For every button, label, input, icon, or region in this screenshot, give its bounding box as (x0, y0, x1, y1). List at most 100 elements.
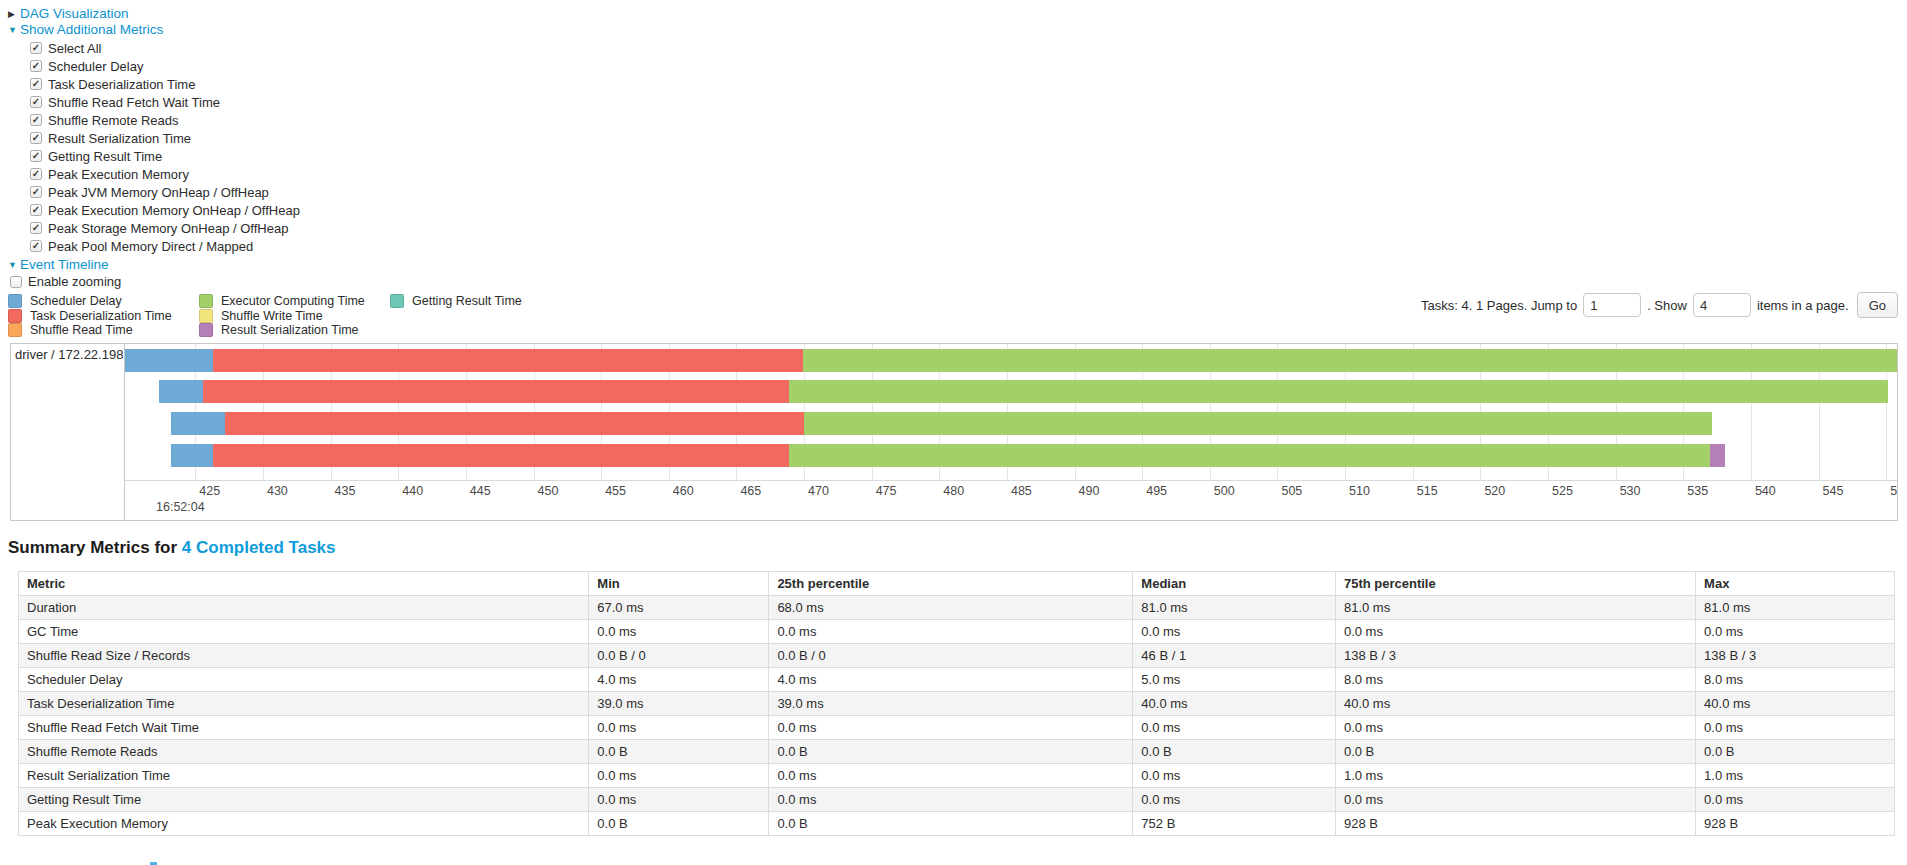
metric-option-label: Peak Execution Memory (48, 167, 189, 182)
axis-tick-label: 515 (1417, 484, 1438, 498)
column-header-median: Median (1133, 572, 1336, 596)
shuffle_write-legend-swatch (199, 309, 213, 323)
show-additional-metrics-link[interactable]: Show Additional Metrics (20, 22, 163, 37)
metric-option-label: Select All (48, 41, 101, 56)
metric-checkbox[interactable] (30, 150, 42, 162)
metric-checkbox[interactable] (30, 222, 42, 234)
metric-value-cell: 0.0 ms (589, 788, 769, 812)
metric-checkbox[interactable] (30, 186, 42, 198)
spark-stage-page: ▶ DAG Visualization ▼ Show Additional Me… (0, 0, 1907, 865)
metric-checkbox[interactable] (30, 114, 42, 126)
scheduler_delay-segment (171, 444, 213, 467)
metric-option-label: Peak JVM Memory OnHeap / OffHeap (48, 185, 269, 200)
enable-zooming-label: Enable zooming (28, 274, 121, 289)
scheduler_delay-segment (159, 380, 204, 403)
metric-option[interactable]: Peak Execution Memory (8, 165, 1907, 183)
metric-option[interactable]: Task Deserialization Time (8, 75, 1907, 93)
legend-label: Scheduler Delay (30, 294, 122, 308)
legend-label: Result Serialization Time (221, 323, 359, 337)
event-timeline-link[interactable]: Event Timeline (20, 257, 109, 272)
metric-option-label: Peak Execution Memory OnHeap / OffHeap (48, 203, 300, 218)
axis-tick-label: 440 (402, 484, 423, 498)
show-additional-metrics-toggle[interactable]: ▼ Show Additional Metrics (8, 22, 1907, 37)
metric-option-label: Peak Storage Memory OnHeap / OffHeap (48, 221, 288, 236)
metric-option[interactable]: Peak Execution Memory OnHeap / OffHeap (8, 201, 1907, 219)
legend-item: Shuffle Read Time (8, 323, 199, 338)
metric-checkbox[interactable] (30, 96, 42, 108)
metric-value-cell: 5.0 ms (1133, 668, 1336, 692)
axis-tick-label: 455 (605, 484, 626, 498)
caret-right-icon: ▶ (8, 9, 20, 19)
event-timeline-toggle[interactable]: ▼ Event Timeline (8, 257, 1907, 272)
metric-value-cell: 0.0 ms (1696, 716, 1895, 740)
metric-checkbox[interactable] (30, 78, 42, 90)
timeline-legend: Scheduler DelayTask Deserialization Time… (8, 294, 522, 338)
summary-metrics-title: Summary Metrics for 4 Completed Tasks (8, 538, 1907, 558)
metric-value-cell: 0.0 ms (1335, 788, 1695, 812)
items-per-page-text: items in a page. (1757, 298, 1849, 313)
page-size-input[interactable] (1693, 293, 1751, 317)
metric-option[interactable]: Select All (8, 39, 1907, 57)
jump-to-page-input[interactable] (1583, 293, 1641, 317)
metric-value-cell: 0.0 ms (769, 764, 1133, 788)
metric-value-cell: 0.0 ms (589, 716, 769, 740)
go-button[interactable]: Go (1857, 292, 1898, 318)
metric-option[interactable]: Peak Pool Memory Direct / Mapped (8, 237, 1907, 255)
timeline-task-bar[interactable] (159, 380, 1888, 403)
timeline-task-bar[interactable] (171, 412, 1712, 435)
metric-value-cell: 0.0 ms (1133, 788, 1336, 812)
axis-tick-label: 495 (1146, 484, 1167, 498)
completed-tasks-link[interactable]: 4 Completed Tasks (182, 538, 336, 557)
axis-tick-label: 525 (1552, 484, 1573, 498)
table-header-row: MetricMin25th percentileMedian75th perce… (19, 572, 1895, 596)
metric-option[interactable]: Shuffle Remote Reads (8, 111, 1907, 129)
task_deserialization-segment (213, 349, 803, 372)
event-timeline-chart: driver / 172.22.198.104 4254304354404454… (10, 343, 1898, 521)
table-row: Getting Result Time0.0 ms0.0 ms0.0 ms0.0… (19, 788, 1895, 812)
metric-value-cell: 81.0 ms (1335, 596, 1695, 620)
column-header-max: Max (1696, 572, 1895, 596)
metric-value-cell: 0.0 B (589, 740, 769, 764)
timeline-task-bar[interactable] (171, 444, 1725, 467)
axis-tick-label: 540 (1755, 484, 1776, 498)
metric-value-cell: 0.0 B (589, 812, 769, 836)
metric-value-cell: 138 B / 3 (1335, 644, 1695, 668)
metric-name-cell: Duration (19, 596, 589, 620)
metric-option[interactable]: Scheduler Delay (8, 57, 1907, 75)
legend-item: Task Deserialization Time (8, 309, 199, 324)
legend-item: Result Serialization Time (199, 323, 390, 338)
shuffle_read-legend-swatch (8, 323, 22, 337)
metric-name-cell: Shuffle Read Size / Records (19, 644, 589, 668)
metric-value-cell: 0.0 ms (1133, 620, 1336, 644)
metric-value-cell: 0.0 ms (1696, 788, 1895, 812)
enable-zooming-checkbox[interactable] (10, 276, 22, 288)
result_serialization-legend-swatch (199, 323, 213, 337)
metric-value-cell: 40.0 ms (1696, 692, 1895, 716)
legend-label: Executor Computing Time (221, 294, 365, 308)
timeline-task-bar[interactable] (125, 349, 1897, 372)
table-row: Shuffle Remote Reads0.0 B0.0 B0.0 B0.0 B… (19, 740, 1895, 764)
metric-checkbox[interactable] (30, 240, 42, 252)
metric-option[interactable]: Result Serialization Time (8, 129, 1907, 147)
metric-checkbox[interactable] (30, 168, 42, 180)
metric-checkbox[interactable] (30, 132, 42, 144)
metric-option[interactable]: Peak Storage Memory OnHeap / OffHeap (8, 219, 1907, 237)
dag-visualization-toggle[interactable]: ▶ DAG Visualization (8, 6, 1907, 21)
metric-option[interactable]: Getting Result Time (8, 147, 1907, 165)
task_deserialization-segment (203, 380, 789, 403)
dag-visualization-link[interactable]: DAG Visualization (20, 6, 129, 21)
metric-checkbox[interactable] (30, 42, 42, 54)
metric-option-label: Task Deserialization Time (48, 77, 195, 92)
timeline-axis: 4254304354404454504554604654704754804854… (125, 480, 1897, 520)
metric-checkbox[interactable] (30, 60, 42, 72)
timeline-plot[interactable]: 4254304354404454504554604654704754804854… (125, 344, 1897, 520)
metric-value-cell: 928 B (1696, 812, 1895, 836)
metric-value-cell: 0.0 ms (769, 620, 1133, 644)
axis-tick-label: 430 (267, 484, 288, 498)
metric-value-cell: 0.0 ms (1133, 764, 1336, 788)
metric-checkbox[interactable] (30, 204, 42, 216)
metric-option[interactable]: Shuffle Read Fetch Wait Time (8, 93, 1907, 111)
executor_computing-segment (789, 444, 1710, 467)
metric-option[interactable]: Peak JVM Memory OnHeap / OffHeap (8, 183, 1907, 201)
enable-zooming-option[interactable]: Enable zooming (8, 273, 1907, 290)
